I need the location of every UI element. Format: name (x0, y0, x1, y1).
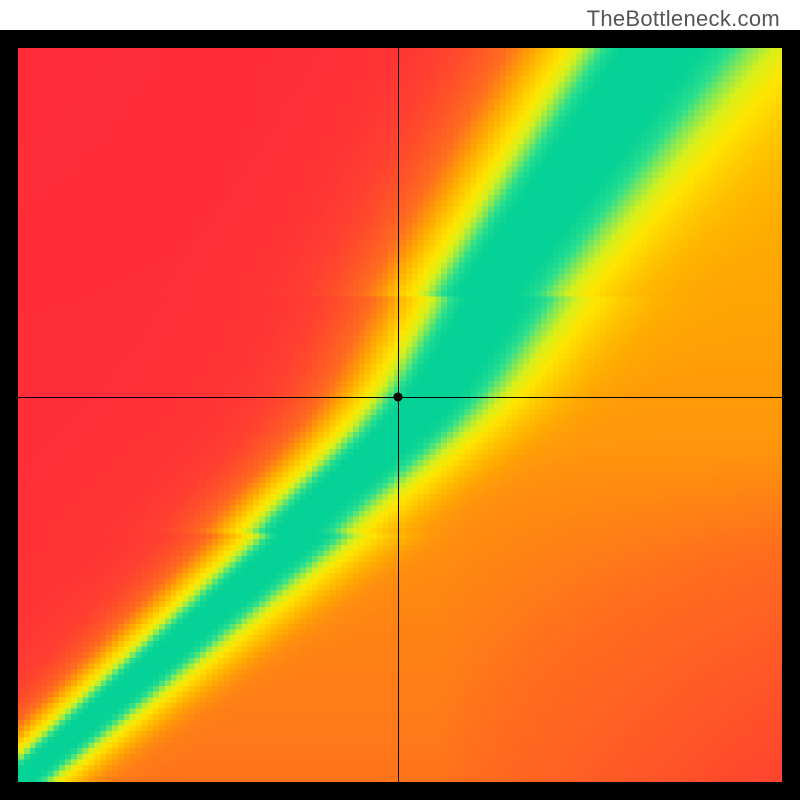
heatmap-canvas (18, 48, 782, 782)
plot-area (18, 48, 782, 782)
watermark-text: TheBottleneck.com (587, 6, 780, 32)
chart-container: TheBottleneck.com (0, 0, 800, 800)
crosshair-marker (393, 393, 402, 402)
crosshair-vertical (398, 48, 399, 782)
